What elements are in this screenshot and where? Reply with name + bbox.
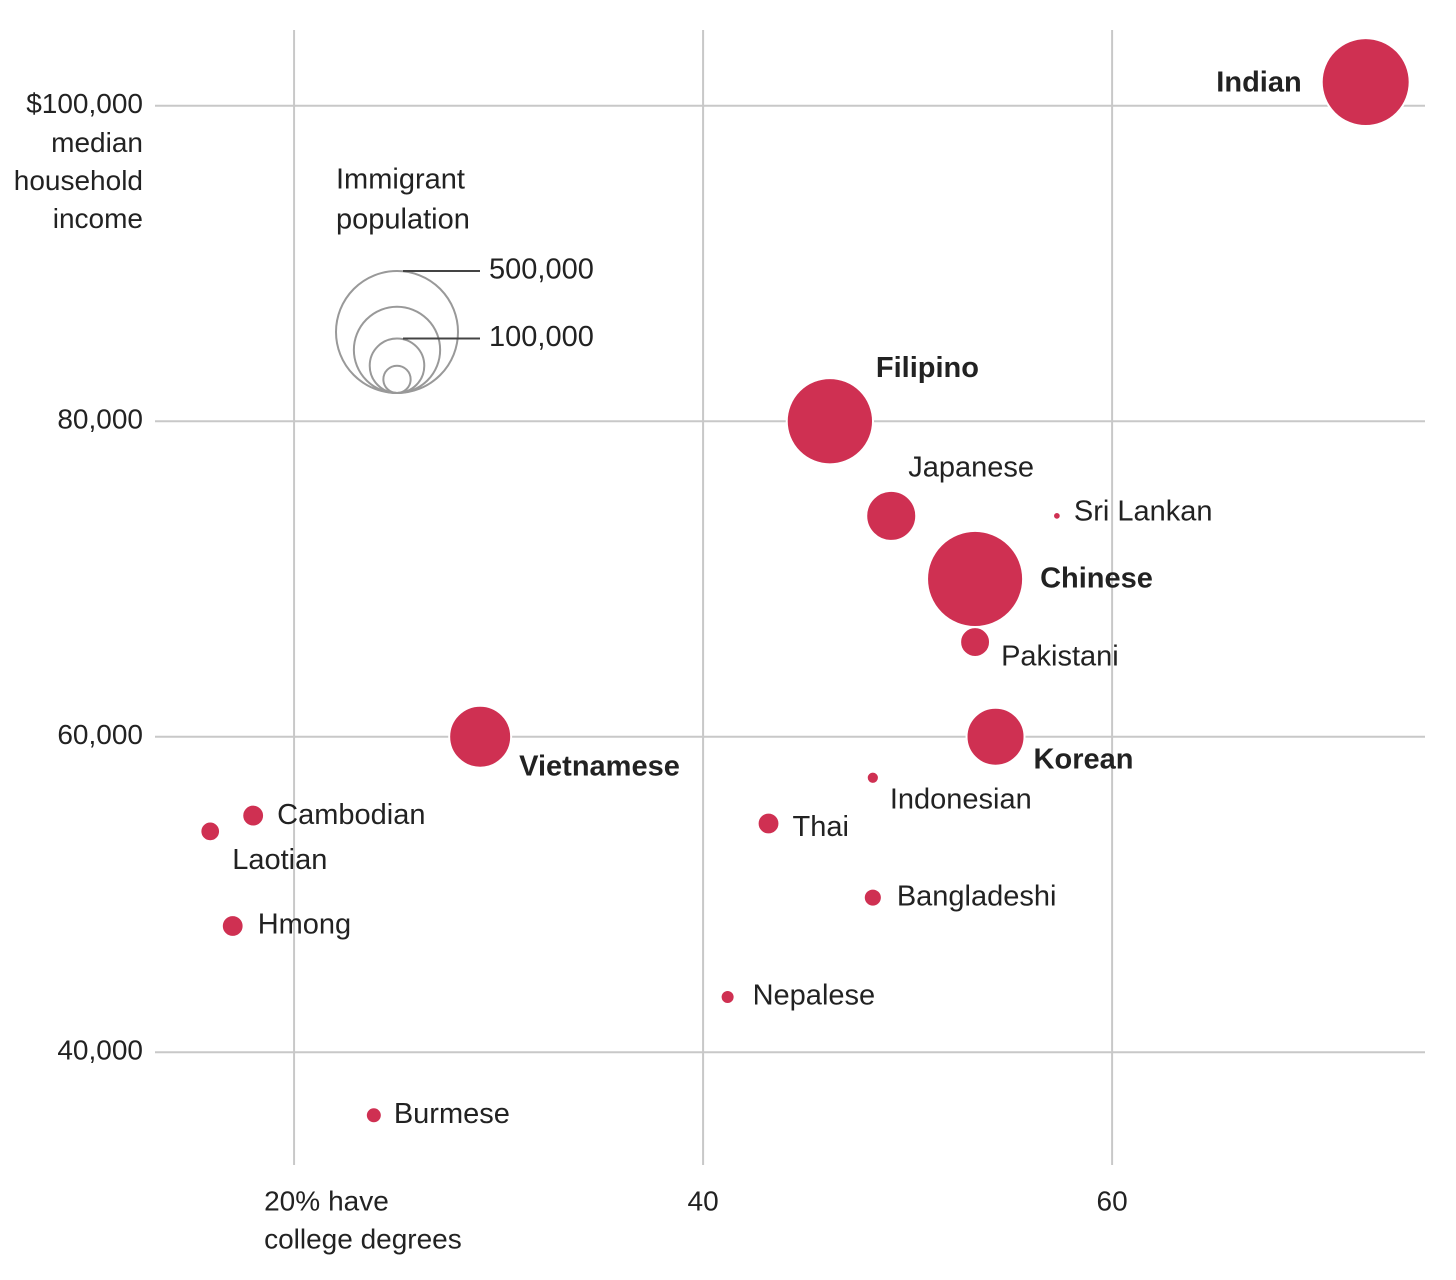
y-axis-label: income xyxy=(53,203,143,234)
point-label: Korean xyxy=(1034,743,1134,775)
y-axis-label: household xyxy=(14,165,143,196)
bubble xyxy=(965,706,1026,767)
point-label: Japanese xyxy=(908,452,1034,484)
bubble xyxy=(865,770,880,785)
legend-circle xyxy=(382,364,412,394)
bubble xyxy=(220,914,245,938)
point-label: Indonesian xyxy=(890,783,1032,815)
point-label: Vietnamese xyxy=(519,750,680,782)
bubbles xyxy=(199,37,1411,1125)
x-axis-label: college degrees xyxy=(264,1223,462,1254)
point-label: Bangladeshi xyxy=(897,880,1057,912)
labels: $100,000 median household income 80,000 60,00… xyxy=(14,67,1302,1255)
x-axis-label: have xyxy=(328,1185,389,1216)
bubble xyxy=(1320,37,1411,128)
point-label: Nepalese xyxy=(753,980,876,1012)
legend-title: population xyxy=(336,204,470,236)
bubble xyxy=(862,887,883,908)
point-label: Indian xyxy=(1216,67,1301,99)
x-tick-label: 40 xyxy=(688,1185,719,1216)
bubble xyxy=(959,626,992,659)
grid xyxy=(155,30,1425,1165)
bubble xyxy=(448,704,513,769)
y-axis-label: median xyxy=(51,127,143,158)
point-label: Sri Lankan xyxy=(1074,496,1213,528)
legend-circle xyxy=(335,270,459,394)
x-tick-label: 20% xyxy=(264,1185,320,1216)
y-tick-label: $100,000 xyxy=(26,88,143,119)
legend-circle xyxy=(352,305,442,394)
x-tick-label: 60 xyxy=(1097,1185,1128,1216)
bubble xyxy=(719,988,736,1006)
y-tick-label: 80,000 xyxy=(57,404,143,435)
bubble xyxy=(364,1106,383,1125)
bubble xyxy=(756,811,781,836)
legend-title: Immigrant xyxy=(336,164,465,196)
point-label: Laotian xyxy=(232,844,327,876)
size-legend: Immigrant population 500,000 100,000 xyxy=(335,164,594,394)
bubble xyxy=(865,489,918,542)
y-tick-label: 60,000 xyxy=(57,719,143,750)
point-label: Pakistani xyxy=(1001,641,1119,673)
bubble xyxy=(785,377,875,466)
y-tick-label: 40,000 xyxy=(57,1035,143,1066)
point-label: Chinese xyxy=(1040,563,1153,595)
bubble xyxy=(926,529,1025,628)
bubble xyxy=(199,820,222,843)
legend-label: 100,000 xyxy=(489,321,594,353)
point-label: Cambodian xyxy=(277,799,425,831)
point-label: Thai xyxy=(793,811,849,843)
point-label: Burmese xyxy=(394,1098,510,1130)
bubble xyxy=(1052,511,1062,521)
bubble xyxy=(241,803,266,828)
point-label: Hmong xyxy=(258,909,352,941)
point-label: Filipino xyxy=(876,352,979,384)
legend-label: 500,000 xyxy=(489,254,594,286)
